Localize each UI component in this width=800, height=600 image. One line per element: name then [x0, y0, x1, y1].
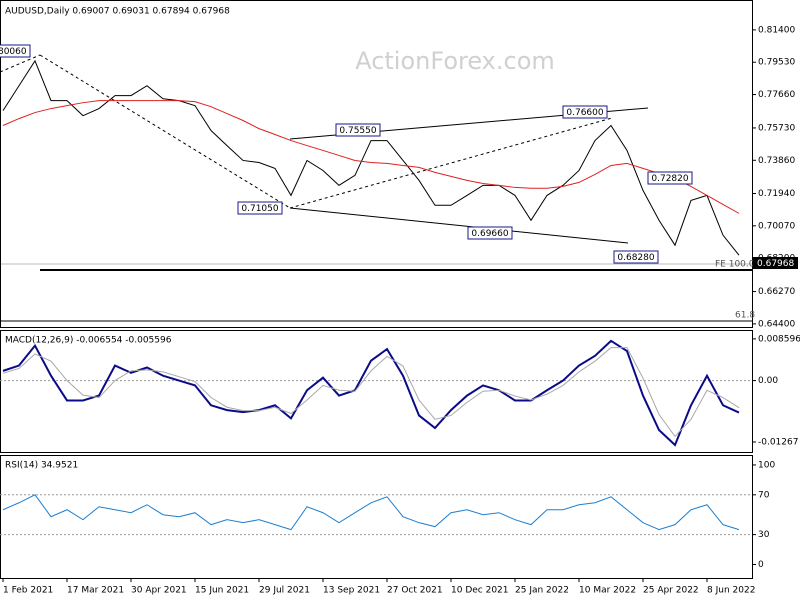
- y-tick-label: 0.79530: [758, 58, 795, 68]
- x-tick-label: 1 Feb 2021: [3, 586, 53, 596]
- x-tick-label: 17 Mar 2021: [67, 586, 124, 596]
- x-tick-label: 30 Apr 2021: [131, 586, 187, 596]
- annotation: 61.8: [735, 311, 755, 321]
- annotation: 0.80060: [0, 47, 27, 57]
- panels: [0, 0, 753, 579]
- y-tick-label: 0.81400: [758, 25, 795, 35]
- annotation-box: [237, 201, 283, 215]
- series-line: [2, 339, 740, 447]
- y-tick-label: 30: [758, 530, 770, 540]
- y-tick-label: 0.77660: [758, 90, 795, 100]
- last-price-box: [753, 257, 798, 269]
- annotation: 0.68280: [617, 253, 654, 263]
- y-tick-label: 0.66270: [758, 287, 795, 297]
- annotation: FE 100.0: [715, 260, 755, 270]
- y-tick-label: 0: [758, 560, 764, 570]
- annotation: 0.76600: [566, 108, 603, 118]
- trend-line: [39, 54, 291, 209]
- x-tick-label: 10 Dec 2021: [451, 586, 509, 596]
- rsi-panel: [0, 455, 753, 579]
- annotation: 0.69660: [471, 229, 508, 239]
- annotation-box: [0, 44, 31, 58]
- annotation-box: [647, 171, 693, 185]
- macd-title: MACD(12,26,9) -0.006554 -0.005596: [5, 336, 172, 346]
- last-price: 0.67968: [757, 259, 794, 269]
- chart-title: AUDUSD,Daily 0.69007 0.69031 0.67894 0.6…: [5, 7, 230, 17]
- series-line: [2, 59, 740, 256]
- annotation-box: [335, 123, 381, 137]
- y-tick-label: -0.01267: [758, 437, 798, 447]
- x-tick-label: 27 Oct 2021: [387, 586, 443, 596]
- y-tick-label: 0.64400: [758, 319, 795, 329]
- x-tick-label: 8 Jun 2022: [707, 586, 755, 596]
- annotation: 0.72820: [651, 174, 688, 184]
- annotation: 0.75550: [339, 126, 376, 136]
- series-line: [2, 494, 740, 531]
- annotation-box: [467, 226, 513, 240]
- series-line: [2, 347, 740, 438]
- y-tick-label: 0.70070: [758, 221, 795, 231]
- trend-lines: [0, 54, 752, 322]
- price-panel: [0, 0, 753, 328]
- x-tick-label: 29 Jul 2021: [259, 586, 310, 596]
- y-tick-label: 70: [758, 490, 770, 500]
- macd-panel: [0, 330, 753, 453]
- x-tick-label: 25 Apr 2022: [643, 586, 699, 596]
- y-tick-label: 0.75730: [758, 123, 795, 133]
- y-tick-label: 0.008596: [758, 334, 800, 344]
- y-tick-label: 100: [758, 460, 775, 470]
- y-tick-label: 0.73860: [758, 156, 795, 166]
- x-tick-label: 15 Jun 2021: [195, 586, 249, 596]
- annotation: 0.71050: [241, 204, 278, 214]
- x-tick-label: 10 Mar 2022: [579, 586, 636, 596]
- x-tick-label: 13 Sep 2021: [323, 586, 380, 596]
- y-tick-label: 0.71940: [758, 189, 795, 199]
- annotation-box: [562, 105, 608, 119]
- trend-line: [0, 54, 41, 73]
- x-tick-label: 25 Jan 2022: [515, 586, 569, 596]
- series-line: [2, 100, 740, 214]
- trend-line: [289, 207, 629, 244]
- y-tick-label: 0.00: [758, 376, 778, 386]
- watermark: ActionForex.com: [355, 47, 555, 75]
- rsi-title: RSI(14) 34.9521: [5, 461, 78, 471]
- annotation-box: [613, 250, 659, 264]
- trend-line: [289, 117, 613, 209]
